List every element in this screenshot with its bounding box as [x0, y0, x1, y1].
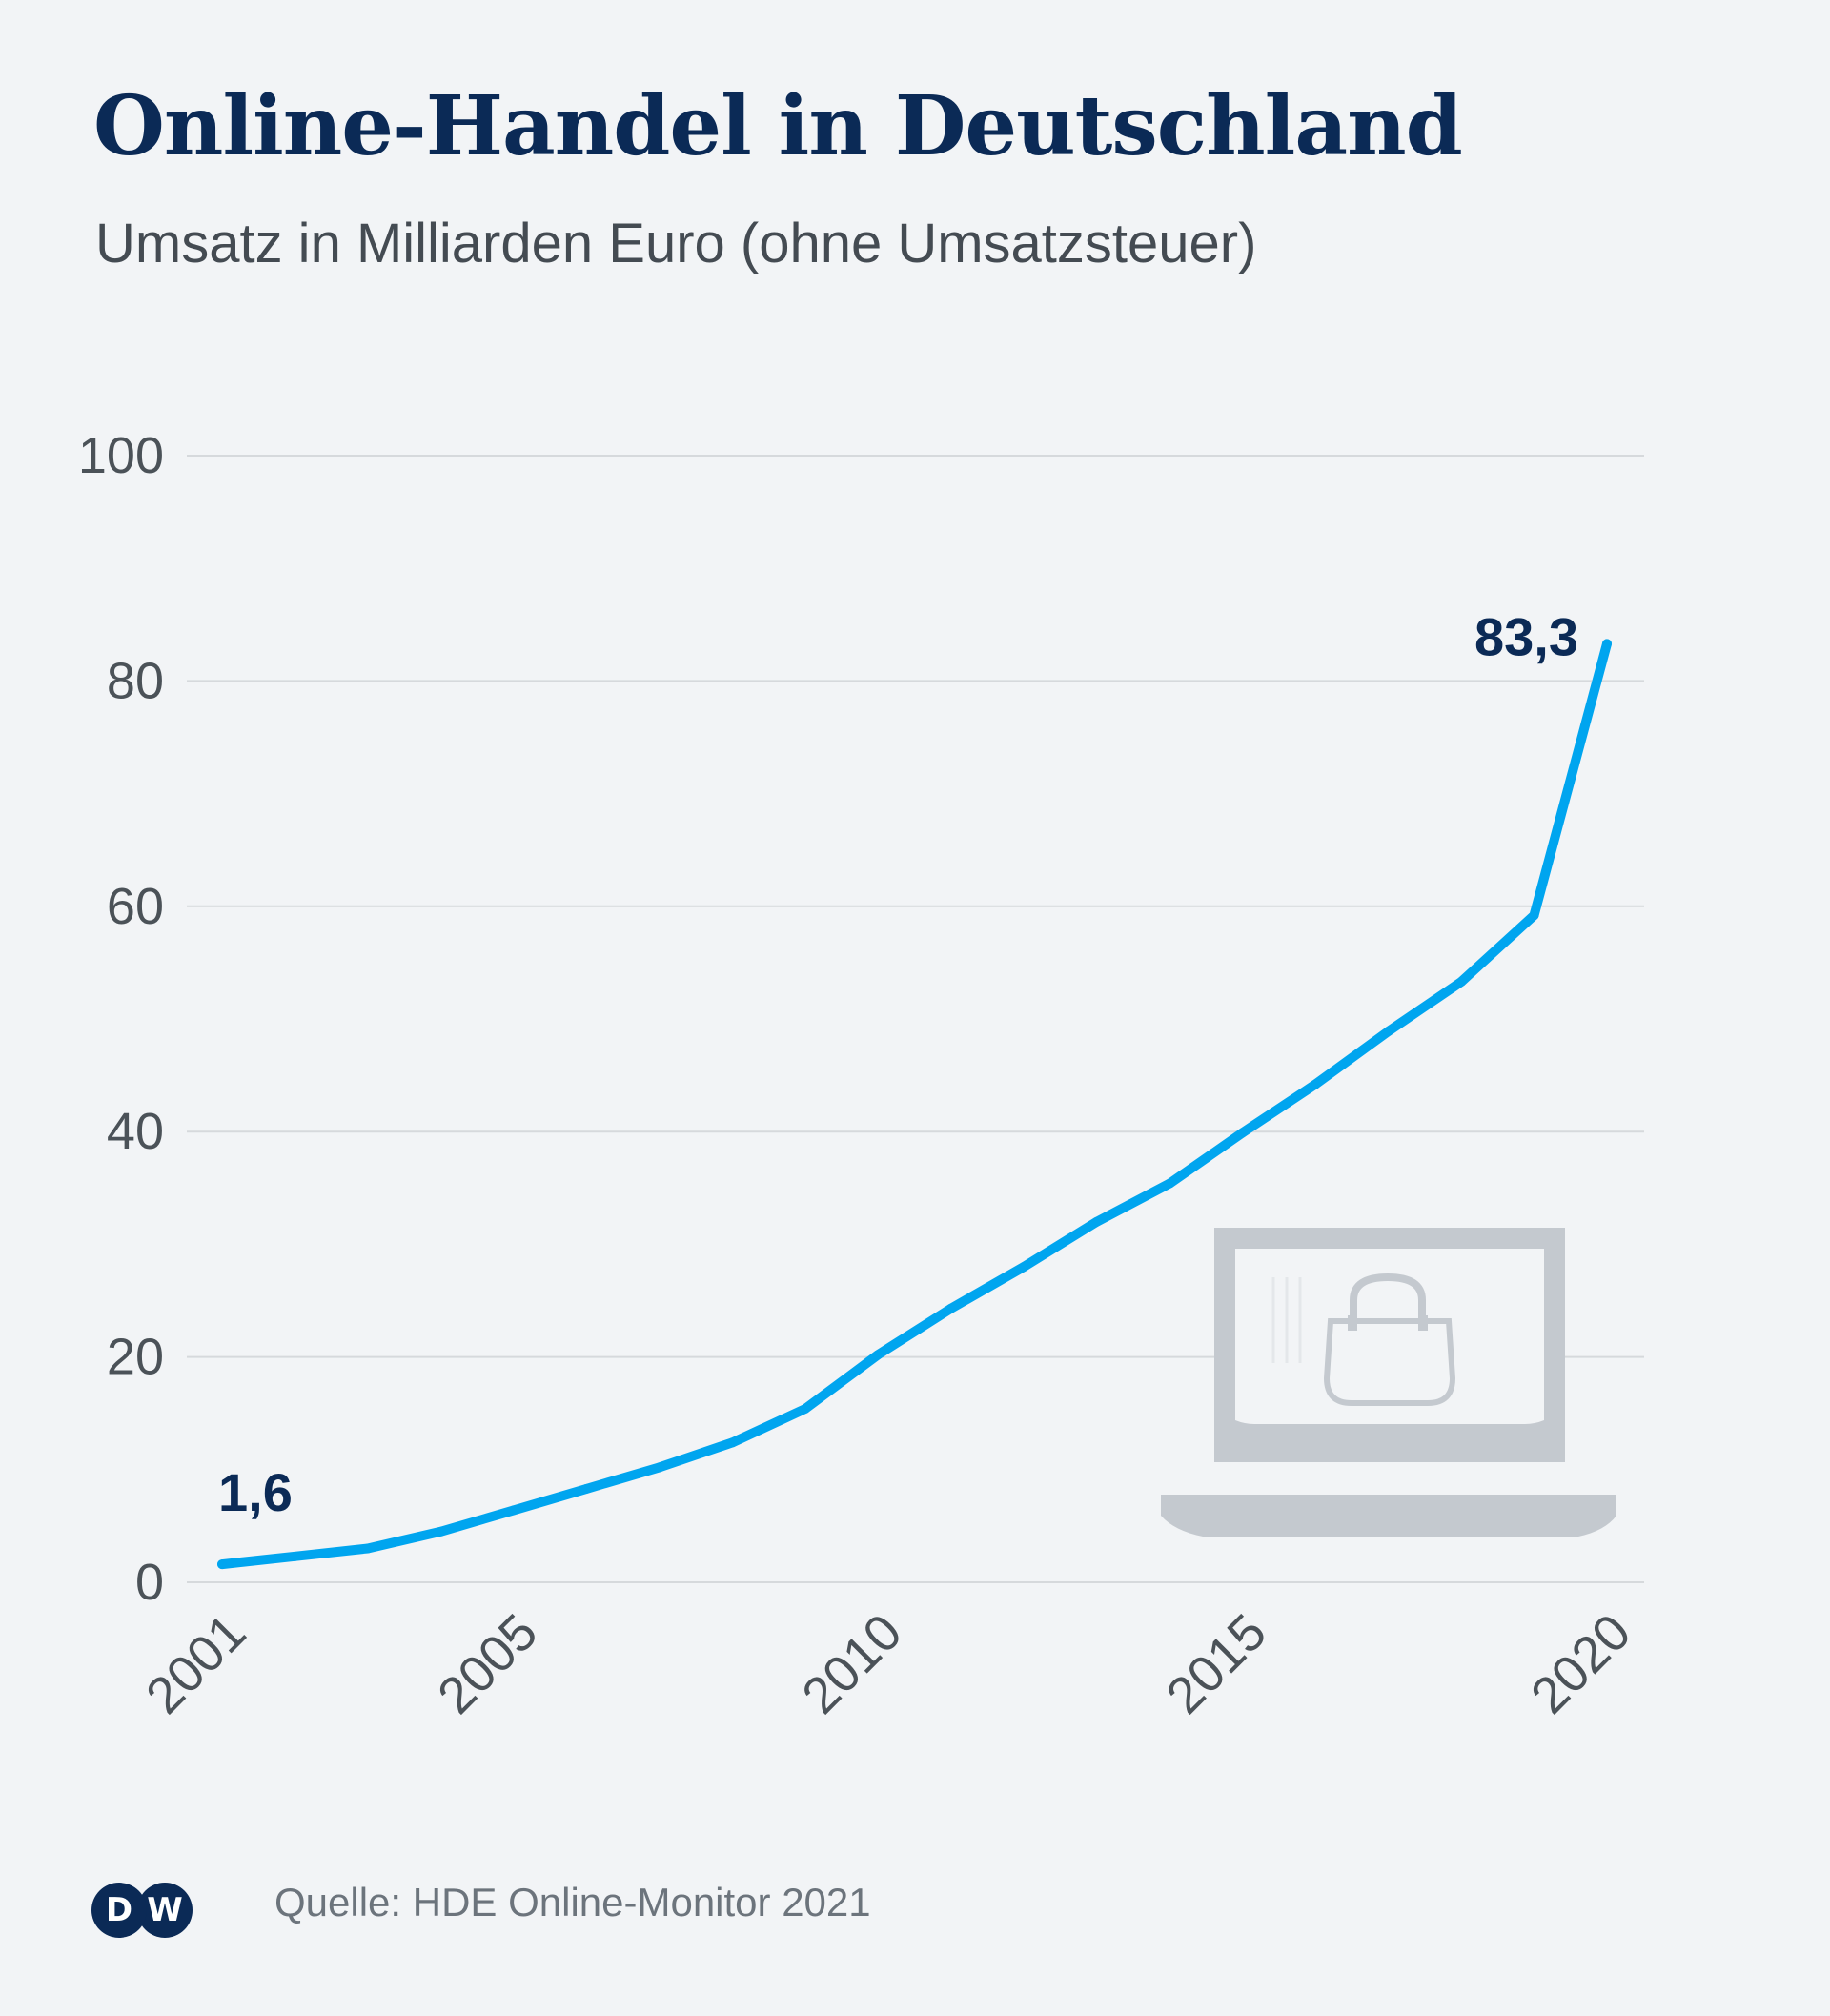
data-points — [217, 639, 1612, 1570]
x-tick-label-2001: 2001 — [135, 1603, 256, 1724]
laptop-shopping-bag-icon — [1161, 1228, 1616, 1537]
source-note: Quelle: HDE Online-Monitor 2021 — [274, 1880, 871, 1924]
data-point-2012 — [1019, 1262, 1029, 1273]
data-point-2019 — [1529, 910, 1539, 921]
data-point-2007 — [654, 1462, 664, 1473]
y-axis-ticks: 0 20 40 60 80 100 — [78, 427, 164, 1611]
data-point-2002 — [290, 1551, 300, 1561]
x-tick-label-2015: 2015 — [1156, 1603, 1277, 1724]
line-chart: 0 20 40 60 80 100 2001 2005 2010 2015 2020 1,6 83,… — [78, 427, 1644, 1724]
y-tick-label-20: 20 — [107, 1329, 164, 1386]
data-point-2004 — [436, 1526, 446, 1537]
data-labels: 1,6 83,3 — [218, 606, 1578, 1522]
chart-subtitle: Umsatz in Milliarden Euro (ohne Umsatzst… — [95, 213, 1257, 275]
x-tick-label-2010: 2010 — [791, 1603, 912, 1724]
data-point-2018 — [1456, 976, 1467, 987]
chart-title: Online-Handel in Deutschland — [93, 78, 1463, 174]
data-point-2013 — [1091, 1216, 1102, 1227]
data-label-2001: 1,6 — [218, 1462, 293, 1522]
data-point-2014 — [1165, 1178, 1175, 1189]
y-tick-label-40: 40 — [107, 1103, 164, 1160]
y-tick-label-60: 60 — [107, 878, 164, 935]
data-label-2020: 83,3 — [1474, 606, 1578, 666]
data-point-2010 — [873, 1350, 884, 1360]
data-point-2020 — [1602, 639, 1612, 649]
data-point-2016 — [1311, 1079, 1321, 1089]
dw-logo-d: D — [92, 1883, 147, 1938]
data-point-2009 — [800, 1403, 810, 1414]
data-point-2011 — [946, 1303, 956, 1313]
y-tick-label-80: 80 — [107, 652, 164, 709]
dw-logo: D W — [92, 1883, 193, 1938]
x-axis-ticks: 2001 2005 2010 2015 2020 — [135, 1603, 1641, 1724]
dw-logo-w: W — [137, 1883, 193, 1938]
data-point-2001 — [217, 1559, 227, 1570]
data-point-2015 — [1237, 1128, 1248, 1138]
data-point-2017 — [1383, 1027, 1393, 1037]
data-point-2006 — [581, 1483, 592, 1494]
y-tick-label-0: 0 — [135, 1554, 164, 1611]
series-line-umsatz — [217, 639, 1612, 1570]
y-tick-label-100: 100 — [78, 427, 164, 484]
data-point-2003 — [362, 1543, 373, 1554]
x-tick-label-2020: 2020 — [1520, 1603, 1641, 1724]
data-point-2008 — [727, 1437, 738, 1448]
x-tick-label-2005: 2005 — [427, 1603, 548, 1724]
data-point-2005 — [508, 1505, 518, 1516]
gridlines — [187, 455, 1644, 1583]
